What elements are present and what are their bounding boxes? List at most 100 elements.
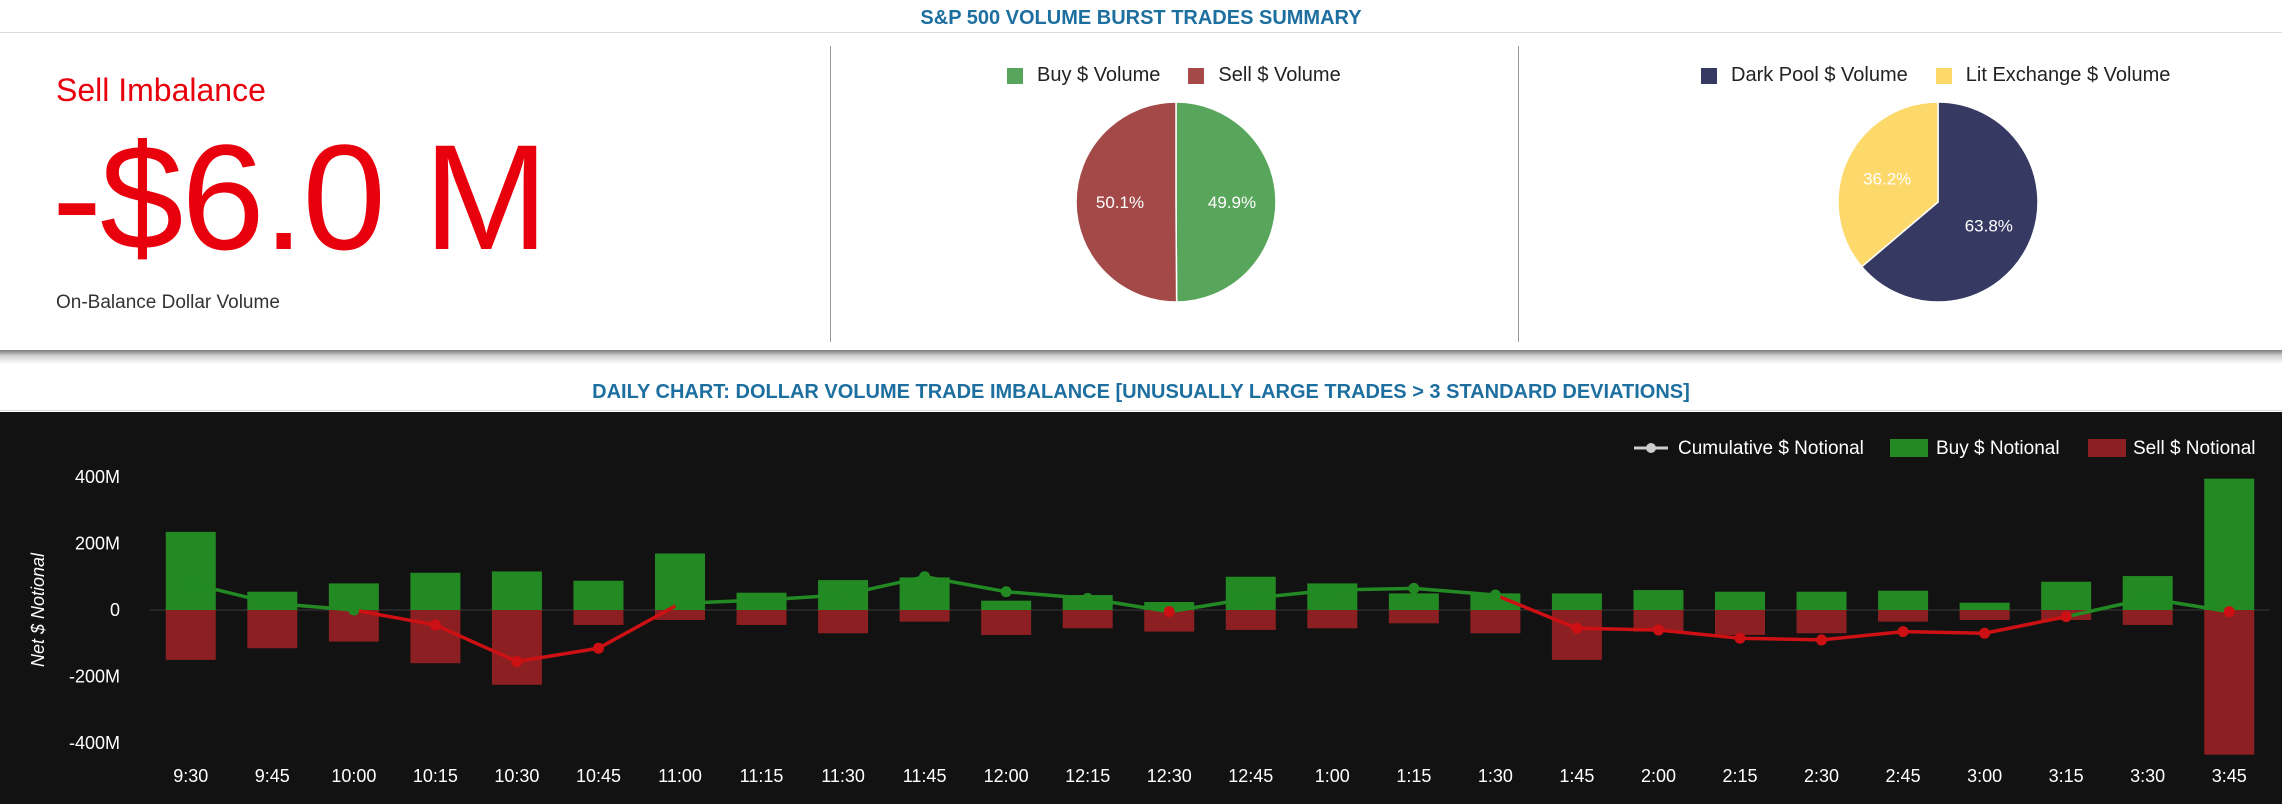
buy-bar[interactable] [1388, 593, 1439, 610]
legend-label-sell[interactable]: Sell $ Notional [2133, 438, 2256, 459]
cumulative-point[interactable] [1816, 634, 1828, 646]
legend-item-dark-pool-volume[interactable]: Dark Pool $ Volume [1701, 64, 1908, 87]
cumulative-line-segment [433, 623, 519, 664]
x-tick-label: 1:45 [1559, 766, 1594, 786]
buy-bar[interactable] [165, 531, 216, 610]
sell-bar[interactable] [1307, 610, 1358, 629]
cumulative-point[interactable] [2142, 592, 2154, 604]
buy-bar[interactable] [899, 577, 950, 610]
buy-bar[interactable] [2204, 478, 2255, 610]
legend-label-cumulative[interactable]: Cumulative $ Notional [1678, 438, 1864, 459]
sell-bar[interactable] [1551, 610, 1602, 660]
buy-bar[interactable] [1633, 590, 1684, 610]
legend-swatch-buy [1890, 439, 1928, 457]
cumulative-point[interactable] [348, 604, 360, 616]
buy-bar[interactable] [410, 572, 461, 610]
buy-bar[interactable] [1715, 591, 1765, 610]
y-tick-label: 0 [110, 600, 120, 620]
cumulative-line-segment [1575, 626, 1661, 632]
buy-bar[interactable] [573, 580, 624, 610]
x-tick-label: 10:45 [576, 766, 621, 786]
sell-bar[interactable] [247, 610, 298, 649]
cumulative-point[interactable] [1652, 624, 1664, 636]
buy-sell-pie-slice-label: 50.1% [1096, 193, 1144, 212]
sell-bar[interactable] [2204, 610, 2255, 755]
cumulative-point[interactable] [1082, 592, 1094, 604]
legend-label: Sell $ Volume [1218, 64, 1341, 86]
buy-bar[interactable] [1144, 602, 1195, 610]
sell-bar[interactable] [818, 610, 869, 634]
cumulative-point[interactable] [2223, 606, 2235, 618]
cumulative-point[interactable] [1163, 606, 1175, 618]
cumulative-line-segment [2064, 596, 2150, 619]
legend-label: Lit Exchange $ Volume [1965, 64, 2171, 86]
cumulative-point[interactable] [2060, 611, 2072, 623]
venue-pie-slice-label: 36.2% [1863, 169, 1911, 188]
cumulative-line-segment [678, 598, 764, 606]
panel-divider [1518, 46, 1519, 342]
buy-bar[interactable] [1878, 590, 1929, 610]
cumulative-point[interactable] [919, 571, 931, 583]
cumulative-point[interactable] [1245, 592, 1257, 604]
buy-sell-pie-slice-label: 49.9% [1208, 193, 1256, 212]
buy-bar[interactable] [491, 571, 542, 610]
cumulative-point[interactable] [429, 619, 441, 631]
buy-bar[interactable] [1551, 593, 1602, 610]
venue-pie-slice-0[interactable] [1860, 101, 2039, 303]
sell-bar[interactable] [1062, 610, 1113, 629]
sell-bar[interactable] [1633, 610, 1684, 632]
sell-bar[interactable] [410, 610, 461, 664]
legend-swatch [1935, 67, 1952, 84]
cumulative-point[interactable] [1408, 582, 1420, 594]
sell-bar[interactable] [491, 610, 542, 685]
cumulative-point[interactable] [1979, 627, 1991, 639]
cumulative-point[interactable] [185, 577, 197, 589]
buy-bar[interactable] [981, 600, 1032, 610]
sell-bar[interactable] [2122, 610, 2173, 625]
sell-bar[interactable] [1715, 610, 1765, 635]
x-tick-label: 1:15 [1396, 766, 1431, 786]
sell-bar[interactable] [1959, 610, 2010, 620]
x-tick-label: 11:00 [658, 766, 702, 786]
sell-bar[interactable] [899, 610, 950, 622]
cumulative-point[interactable] [1734, 632, 1746, 644]
legend-item-sell-volume[interactable]: Sell $ Volume [1188, 64, 1341, 87]
imbalance-bar-chart: 400M 200M 0 -200M -400M Net $ Notional 9:30 9:4… [28, 438, 2270, 786]
buy-bar[interactable] [2041, 581, 2092, 610]
cumulative-point[interactable] [511, 656, 523, 668]
sell-bar[interactable] [1470, 610, 1521, 634]
legend-item-lit-exchange-volume[interactable]: Lit Exchange $ Volume [1935, 64, 2171, 87]
venue-pie-slice-1[interactable] [1837, 101, 1939, 268]
sell-bar[interactable] [165, 610, 216, 660]
sell-bar[interactable] [1796, 610, 1847, 634]
sell-bar[interactable] [1878, 610, 1929, 622]
sell-bar[interactable] [981, 610, 1032, 635]
buy-sell-pie-slice-1[interactable] [1075, 101, 1178, 303]
sell-bar[interactable] [573, 610, 624, 625]
section-divider [0, 350, 2282, 364]
sell-bar[interactable] [736, 610, 787, 625]
cumulative-point[interactable] [266, 597, 278, 609]
sell-bar[interactable] [1144, 610, 1195, 632]
imbalance-value: -$6.0 M [52, 113, 549, 281]
cumulative-point[interactable] [756, 594, 768, 606]
legend-label-buy[interactable]: Buy $ Notional [1936, 438, 2060, 459]
cumulative-line-segment [1249, 588, 1335, 601]
cumulative-point[interactable] [1326, 584, 1338, 596]
buy-sell-pie-slice-0[interactable] [1175, 101, 1277, 303]
buy-bar[interactable] [1959, 602, 2010, 610]
cumulative-point[interactable] [674, 597, 686, 609]
cumulative-point[interactable] [1000, 586, 1012, 598]
cumulative-point[interactable] [1571, 622, 1583, 634]
buy-bar[interactable] [1470, 593, 1521, 610]
cumulative-point[interactable] [592, 642, 604, 654]
sell-bar[interactable] [1388, 610, 1439, 624]
cumulative-point[interactable] [837, 589, 849, 601]
sell-bar[interactable] [655, 610, 705, 620]
legend-item-buy-volume[interactable]: Buy $ Volume [1007, 64, 1160, 87]
sell-bar[interactable] [1225, 610, 1276, 630]
legend-swatch [1701, 67, 1717, 84]
cumulative-point[interactable] [1489, 589, 1501, 601]
cumulative-point[interactable] [1897, 626, 1909, 638]
buy-bar[interactable] [1796, 591, 1847, 610]
